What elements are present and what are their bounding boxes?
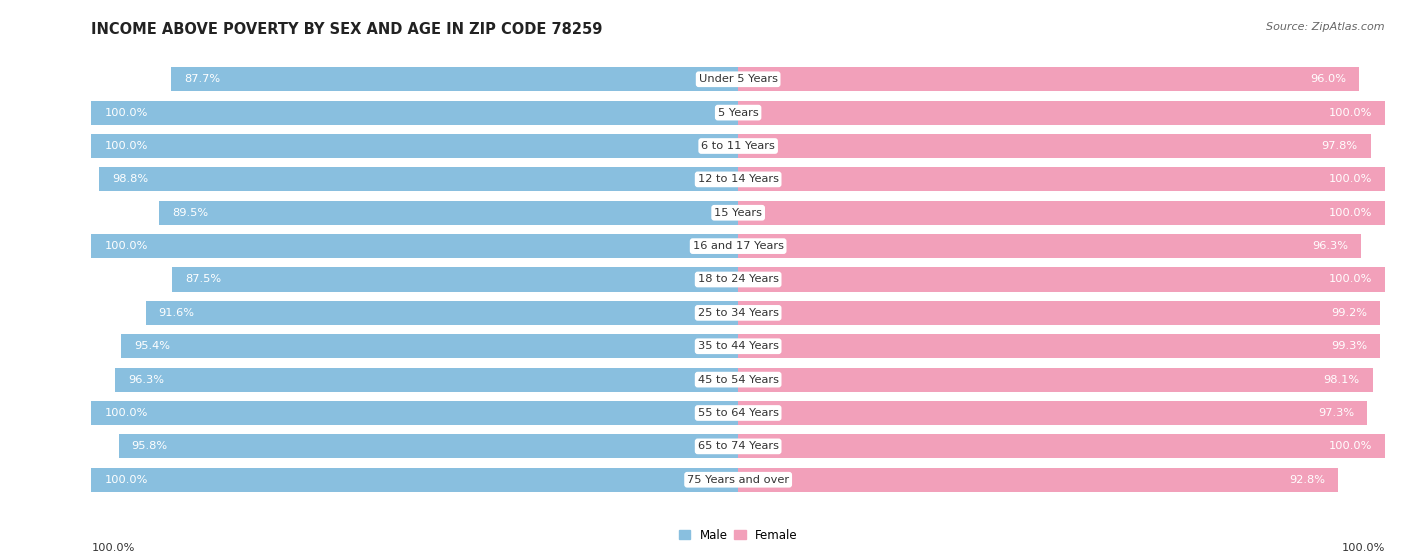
Text: 97.8%: 97.8% bbox=[1322, 141, 1358, 151]
Bar bbox=[146, 301, 738, 325]
Text: 96.0%: 96.0% bbox=[1310, 74, 1346, 84]
Text: 95.4%: 95.4% bbox=[134, 341, 170, 351]
Text: 25 to 34 Years: 25 to 34 Years bbox=[697, 308, 779, 318]
Text: 87.7%: 87.7% bbox=[184, 74, 219, 84]
Text: 100.0%: 100.0% bbox=[104, 241, 148, 251]
Text: 15 Years: 15 Years bbox=[714, 208, 762, 218]
Bar bbox=[172, 67, 738, 91]
Text: 100.0%: 100.0% bbox=[1329, 274, 1372, 285]
Bar bbox=[738, 167, 1385, 191]
Bar bbox=[738, 201, 1385, 225]
Text: 96.3%: 96.3% bbox=[1312, 241, 1348, 251]
Text: 99.2%: 99.2% bbox=[1331, 308, 1367, 318]
Text: 35 to 44 Years: 35 to 44 Years bbox=[697, 341, 779, 351]
Text: 5 Years: 5 Years bbox=[718, 108, 758, 117]
Text: 91.6%: 91.6% bbox=[159, 308, 194, 318]
Bar bbox=[91, 134, 738, 158]
Text: Source: ZipAtlas.com: Source: ZipAtlas.com bbox=[1267, 22, 1385, 32]
Bar bbox=[738, 268, 1385, 291]
Text: 100.0%: 100.0% bbox=[91, 543, 135, 553]
Text: 16 and 17 Years: 16 and 17 Years bbox=[693, 241, 783, 251]
Text: 98.8%: 98.8% bbox=[112, 174, 148, 184]
Text: 100.0%: 100.0% bbox=[104, 108, 148, 117]
Text: 65 to 74 Years: 65 to 74 Years bbox=[697, 442, 779, 451]
Bar bbox=[100, 167, 738, 191]
Legend: Male, Female: Male, Female bbox=[673, 524, 803, 546]
Bar bbox=[118, 434, 738, 458]
Text: 100.0%: 100.0% bbox=[104, 408, 148, 418]
Text: 97.3%: 97.3% bbox=[1319, 408, 1354, 418]
Text: 100.0%: 100.0% bbox=[1329, 442, 1372, 451]
Text: 89.5%: 89.5% bbox=[172, 208, 208, 218]
Bar bbox=[738, 434, 1385, 458]
Text: 92.8%: 92.8% bbox=[1289, 475, 1326, 485]
Bar bbox=[91, 401, 738, 425]
Bar bbox=[91, 468, 738, 492]
Bar bbox=[91, 101, 738, 125]
Bar bbox=[121, 334, 738, 358]
Text: 98.1%: 98.1% bbox=[1323, 375, 1360, 385]
Bar bbox=[738, 101, 1385, 125]
Text: 100.0%: 100.0% bbox=[1329, 108, 1372, 117]
Bar bbox=[738, 67, 1360, 91]
Text: 96.3%: 96.3% bbox=[128, 375, 165, 385]
Bar bbox=[738, 401, 1368, 425]
Text: 18 to 24 Years: 18 to 24 Years bbox=[697, 274, 779, 285]
Text: 55 to 64 Years: 55 to 64 Years bbox=[697, 408, 779, 418]
Text: 95.8%: 95.8% bbox=[132, 442, 167, 451]
Text: 100.0%: 100.0% bbox=[1329, 174, 1372, 184]
Text: 12 to 14 Years: 12 to 14 Years bbox=[697, 174, 779, 184]
Bar bbox=[172, 268, 738, 291]
Text: 100.0%: 100.0% bbox=[104, 475, 148, 485]
Bar bbox=[738, 234, 1361, 258]
Text: 100.0%: 100.0% bbox=[104, 141, 148, 151]
Bar bbox=[738, 301, 1379, 325]
Text: INCOME ABOVE POVERTY BY SEX AND AGE IN ZIP CODE 78259: INCOME ABOVE POVERTY BY SEX AND AGE IN Z… bbox=[91, 22, 603, 37]
Text: 100.0%: 100.0% bbox=[1341, 543, 1385, 553]
Bar bbox=[115, 368, 738, 392]
Bar bbox=[738, 134, 1371, 158]
Bar bbox=[738, 368, 1372, 392]
Bar bbox=[738, 468, 1339, 492]
Text: 6 to 11 Years: 6 to 11 Years bbox=[702, 141, 775, 151]
Text: Under 5 Years: Under 5 Years bbox=[699, 74, 778, 84]
Text: 75 Years and over: 75 Years and over bbox=[688, 475, 789, 485]
Text: 99.3%: 99.3% bbox=[1331, 341, 1368, 351]
Bar bbox=[91, 234, 738, 258]
Text: 87.5%: 87.5% bbox=[186, 274, 221, 285]
Text: 45 to 54 Years: 45 to 54 Years bbox=[697, 375, 779, 385]
Bar bbox=[159, 201, 738, 225]
Bar bbox=[738, 334, 1381, 358]
Text: 100.0%: 100.0% bbox=[1329, 208, 1372, 218]
